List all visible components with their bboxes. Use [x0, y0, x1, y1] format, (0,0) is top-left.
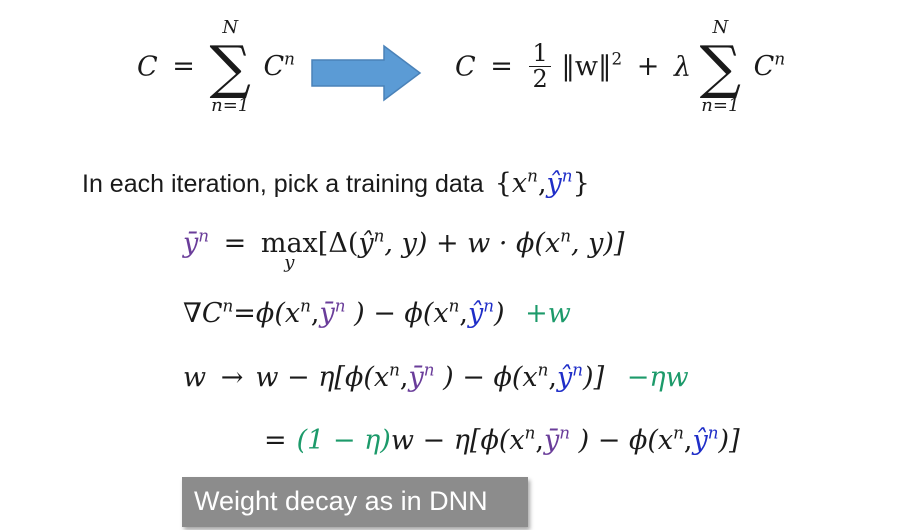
sum-symbol-right: N ∑ n=1 [699, 17, 742, 116]
max-operator: max y [260, 228, 318, 273]
regularized-cost-equation: C = 1 2 ‖w‖2 + λ N ∑ n=1 Cn [455, 17, 786, 116]
one-half-fraction: 1 2 [529, 40, 551, 92]
iteration-sentence: In each iteration, pick a training data … [82, 165, 590, 199]
sum-symbol: N ∑ n=1 [209, 17, 251, 116]
cost-sum-equation: C = N ∑ n=1 Cn [137, 17, 295, 116]
weight-decay-callout: Weight decay as in DNN [182, 477, 528, 527]
weight-decay-label: Weight decay as in DNN [194, 486, 488, 516]
weight-decay-equation: = (1 − η)w − η[ϕ(xn,ȳn ) − ϕ(xn,ŷn)] [264, 422, 740, 456]
ybar-max-equation: ȳn = max y [Δ(ŷn, y) + w · ϕ(xn, y)] [183, 225, 625, 273]
right-arrow-icon [311, 44, 422, 102]
update-rule-equation: w → w − η[ϕ(xn,ȳn ) − ϕ(xn,ŷn)] −ηw [183, 359, 689, 393]
gradient-equation: ∇Cn=ϕ(xn,ȳn ) − ϕ(xn,ŷn) +w [183, 295, 571, 329]
